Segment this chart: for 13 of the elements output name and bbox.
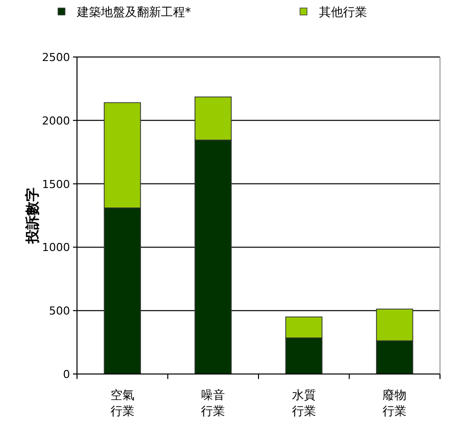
y-axis-title: 投訴數字 — [24, 188, 41, 244]
y-tick-label: 1000 — [42, 241, 70, 254]
y-tick-label: 0 — [63, 368, 70, 381]
x-tick-label: 廢物行業 — [382, 388, 407, 418]
x-tick-label: 噪音行業 — [201, 388, 226, 418]
y-tick-label: 2000 — [42, 114, 70, 128]
y-tick-label: 2500 — [42, 51, 70, 64]
x-tick-label: 水質行業 — [292, 388, 316, 418]
legend-label: 建築地盤及翻新工程* — [76, 5, 191, 19]
y-tick-label: 1500 — [42, 178, 70, 191]
y-tick-label: 500 — [49, 304, 70, 318]
x-tick-label: 空氣行業 — [110, 388, 134, 418]
legend-label: 其他行業 — [319, 5, 367, 19]
